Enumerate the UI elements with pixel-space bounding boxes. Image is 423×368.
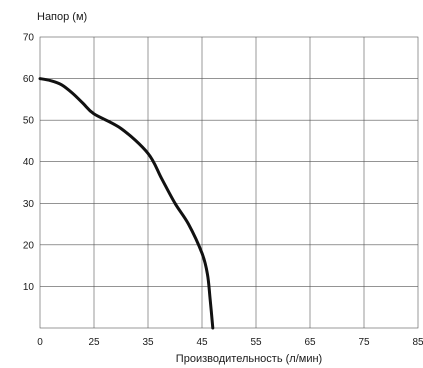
y-tick-label: 10 [23,282,35,293]
y-tick-label: 40 [23,157,35,168]
y-tick-label: 50 [23,116,35,127]
x-tick-label: 0 [37,337,43,348]
y-tick-labels: 10 20 30 40 50 60 70 [23,33,35,293]
x-tick-labels: 0 25 35 45 55 65 75 85 [37,337,423,348]
x-tick-label: 85 [412,337,423,348]
x-tick-label: 45 [196,337,208,348]
series-line [38,77,215,330]
y-axis-title: Напор (м) [37,11,87,23]
plot-frame [39,36,419,329]
x-tick-label: 25 [88,337,100,348]
y-tick-label: 70 [23,33,35,44]
x-tick-label: 75 [358,337,370,348]
x-tick-label: 55 [250,337,262,348]
x-axis-title: Производительность (л/мин) [176,353,322,365]
y-tick-label: 20 [23,240,35,251]
grid [40,37,418,328]
x-tick-label: 65 [304,337,316,348]
y-tick-label: 60 [23,74,35,85]
y-tick-label: 30 [23,199,35,210]
x-tick-label: 35 [142,337,154,348]
